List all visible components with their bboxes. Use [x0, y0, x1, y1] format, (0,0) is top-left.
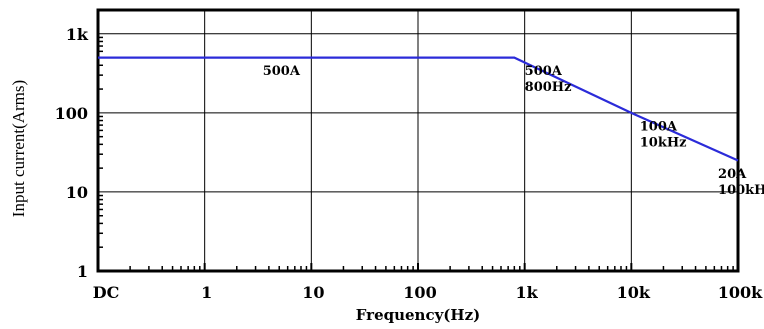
x-tick-label: DC [93, 283, 120, 302]
x-tick-label: 10 [302, 283, 324, 302]
x-tick-labels: DC 1 10 100 1k 10k 100k [93, 283, 763, 302]
annotation-line: 500A [525, 64, 563, 79]
x-tick-label: 100k [718, 283, 763, 302]
annotation-line: 800Hz [525, 80, 572, 95]
annotation-line: 20A [718, 167, 747, 182]
annotation-label: 20A100kHz [718, 167, 764, 198]
annotation-line: 10kHz [640, 135, 687, 150]
annotation-label: 500A [263, 64, 301, 79]
x-axis-title: Frequency(Hz) [356, 306, 480, 324]
y-axis-title: Input current(Arms) [9, 80, 28, 217]
y-tick-label: 10 [66, 183, 88, 202]
annotation-line: 500A [263, 64, 301, 79]
annotation-line: 100A [640, 119, 678, 134]
annotation-line: 100kHz [718, 183, 764, 198]
y-tick-labels: 1 10 100 1k [55, 25, 89, 281]
y-tick-label: 100 [55, 104, 88, 123]
x-tick-label: 100 [403, 283, 436, 302]
y-tick-label: 1 [77, 262, 88, 281]
series [98, 56, 739, 162]
x-tick-label: 1 [201, 283, 212, 302]
series-line [98, 56, 739, 162]
y-tick-label: 1k [66, 25, 89, 44]
annotations: 500A500A800Hz100A10kHz20A100kHz [263, 64, 764, 198]
x-tick-label: 1k [516, 283, 539, 302]
x-tick-label: 10k [617, 283, 651, 302]
annotation-label: 500A 800Hz [525, 64, 572, 95]
annotation-label: 100A 10kHz [640, 119, 687, 150]
minor-ticks [97, 36, 739, 271]
